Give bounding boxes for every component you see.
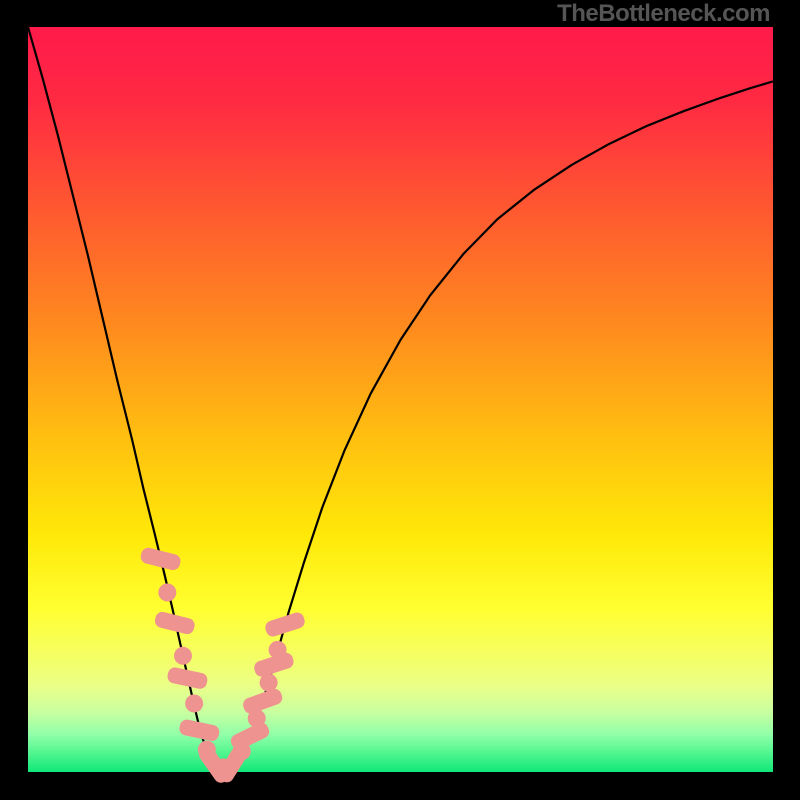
bottleneck-chart-svg: [0, 0, 800, 800]
marker-dot: [158, 583, 176, 601]
marker-dot: [174, 647, 192, 665]
watermark-text: TheBottleneck.com: [557, 0, 770, 28]
plot-background: [28, 27, 773, 772]
chart-container: TheBottleneck.com: [0, 0, 800, 800]
marker-dot: [185, 694, 203, 712]
